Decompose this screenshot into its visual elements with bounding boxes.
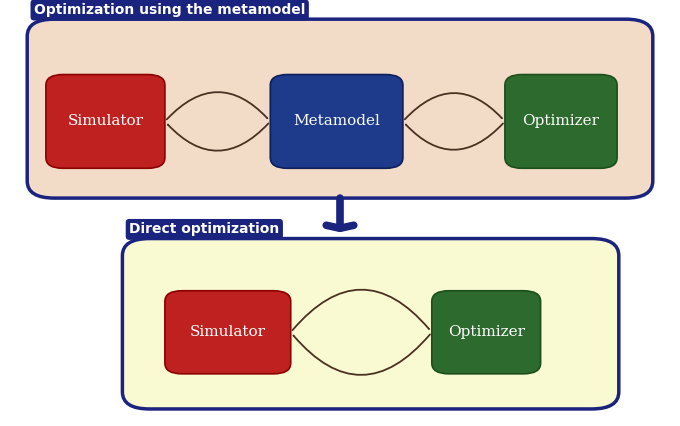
Text: Optimization using the metamodel: Optimization using the metamodel — [34, 3, 305, 17]
FancyBboxPatch shape — [122, 239, 619, 409]
FancyArrowPatch shape — [406, 124, 503, 150]
Text: Simulator: Simulator — [67, 115, 143, 128]
Text: Optimizer: Optimizer — [522, 115, 600, 128]
FancyBboxPatch shape — [165, 291, 291, 374]
FancyArrowPatch shape — [294, 334, 430, 375]
FancyBboxPatch shape — [505, 75, 617, 168]
FancyArrowPatch shape — [168, 124, 269, 151]
FancyArrowPatch shape — [405, 93, 502, 119]
Text: Metamodel: Metamodel — [293, 115, 380, 128]
FancyArrowPatch shape — [292, 290, 429, 330]
Text: Simulator: Simulator — [190, 325, 266, 339]
FancyBboxPatch shape — [27, 19, 653, 198]
FancyBboxPatch shape — [270, 75, 403, 168]
FancyBboxPatch shape — [46, 75, 165, 168]
Text: Optimizer: Optimizer — [447, 325, 525, 339]
FancyArrowPatch shape — [167, 92, 267, 119]
FancyBboxPatch shape — [432, 291, 541, 374]
Text: Direct optimization: Direct optimization — [129, 222, 279, 236]
